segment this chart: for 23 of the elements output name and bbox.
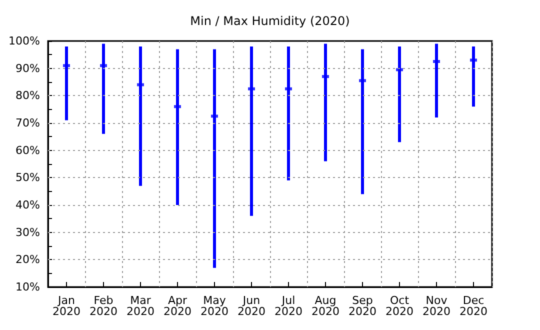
- x-tick-label: Apr 2020: [164, 294, 192, 318]
- x-tick-label: Mar 2020: [126, 294, 154, 318]
- y-tick-label: 100%: [8, 34, 40, 48]
- y-tick-label: 40%: [16, 198, 40, 212]
- y-tick-label: 80%: [16, 89, 40, 102]
- chart-title: Min / Max Humidity (2020): [190, 14, 350, 28]
- y-tick-label: 60%: [16, 144, 40, 157]
- x-tick-label: Dec 2020: [460, 294, 488, 318]
- y-tick-label: 30%: [16, 226, 40, 239]
- x-tick-label: Feb 2020: [90, 294, 118, 318]
- y-tick-label: 70%: [16, 116, 40, 130]
- y-tick-label: 20%: [16, 253, 40, 266]
- y-tick-label: 90%: [16, 62, 40, 75]
- y-tick-label: 50%: [16, 171, 40, 184]
- x-tick-label: Oct 2020: [386, 294, 414, 318]
- x-tick-label: May 2020: [200, 294, 228, 318]
- x-tick-label: Jul 2020: [274, 294, 302, 318]
- x-tick-label: Jan 2020: [52, 294, 80, 318]
- x-tick-label: Sep 2020: [348, 294, 376, 318]
- x-tick-label: Jun 2020: [238, 294, 266, 318]
- x-tick-label: Aug 2020: [312, 294, 340, 318]
- x-tick-label: Nov 2020: [422, 294, 450, 318]
- y-tick-label: 10%: [16, 280, 40, 294]
